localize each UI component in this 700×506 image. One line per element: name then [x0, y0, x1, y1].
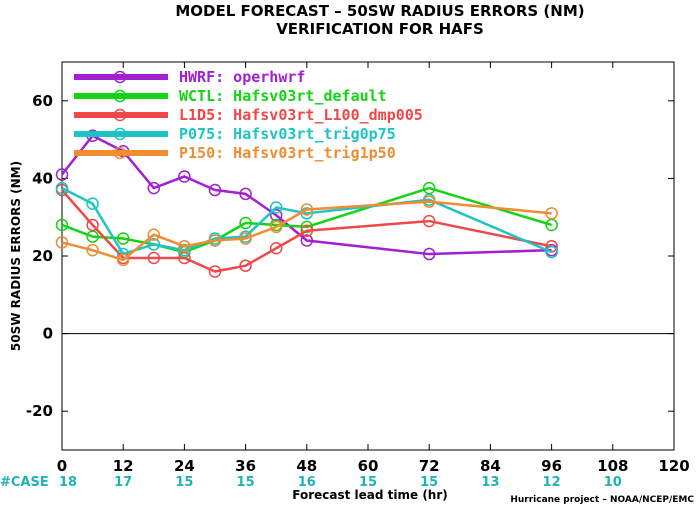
case-count: 15 [175, 475, 193, 490]
case-count: 15 [237, 475, 255, 490]
legend-entry: WCTL: Hafsv03rt_default [74, 87, 387, 105]
legend-entry: HWRF: operhwrf [74, 68, 305, 86]
legend-label: HWRF: operhwrf [179, 68, 305, 86]
legend-entry: P075: Hafsv03rt_trig0p75 [74, 125, 396, 143]
series-point [178, 240, 191, 253]
series-point [55, 168, 69, 181]
series-point [239, 216, 252, 230]
case-row-label: #CASE [0, 475, 49, 490]
legend-entry: P150: Hafsv03rt_trig1p50 [74, 144, 396, 162]
x-tick-label: 36 [235, 457, 256, 475]
series-line [61, 189, 552, 273]
series-point [116, 232, 130, 245]
x-tick-label: 48 [296, 457, 317, 475]
legend-swatch-marker [113, 146, 127, 160]
series-point [208, 265, 222, 278]
x-tick-label: 72 [419, 457, 440, 475]
series-point [208, 234, 222, 247]
series-point [147, 228, 161, 241]
series-point [545, 245, 558, 259]
case-count: 12 [543, 475, 561, 490]
series-point [300, 224, 314, 238]
y-tick-label: 20 [32, 247, 53, 265]
x-tick-label: 12 [113, 457, 134, 475]
series-point [239, 187, 252, 201]
y-axis-label: 50SW RADIUS ERRORS (NM) [9, 161, 23, 351]
legend-label: L1D5: Hafsv03rt_L100_dmp005 [179, 106, 423, 124]
series-point [545, 207, 558, 220]
legend-label: P075: Hafsv03rt_trig0p75 [179, 125, 396, 143]
case-count: 15 [420, 475, 438, 490]
x-tick-label: 24 [174, 457, 195, 475]
series-point [300, 234, 314, 247]
series-point [269, 220, 283, 234]
chart-subtitle: VERIFICATION FOR HAFS [276, 20, 484, 38]
series-p075 [55, 181, 558, 261]
x-tick-label: 96 [541, 457, 562, 475]
series-point [422, 247, 436, 261]
series-layer [55, 129, 558, 278]
series-point [116, 253, 130, 267]
x-tick-label: 0 [57, 457, 67, 475]
legend-entry: L1D5: Hafsv03rt_L100_dmp005 [74, 106, 423, 124]
plot-frame [61, 61, 675, 451]
x-tick-label: 120 [658, 457, 689, 475]
credit-text: Hurricane project – NOAA/NCEP/EMC [510, 495, 694, 505]
legend-swatch-marker [113, 70, 127, 84]
series-point [86, 197, 99, 210]
x-tick-label: 60 [358, 457, 379, 475]
x-axis-label: Forecast lead time (hr) [292, 488, 448, 502]
series-point [269, 241, 283, 255]
series-point [55, 236, 69, 249]
x-tick-label: 84 [480, 457, 501, 475]
series-line [61, 200, 552, 262]
case-count: 13 [481, 475, 499, 490]
series-point [55, 218, 69, 232]
case-count: 15 [359, 475, 377, 490]
series-point [178, 243, 191, 257]
legend-label: WCTL: Hafsv03rt_default [179, 87, 387, 105]
series-point [269, 201, 283, 214]
x-tick-label: 108 [597, 457, 628, 475]
case-count: 17 [114, 475, 132, 490]
series-point [178, 170, 191, 183]
x-tick-group: 0 12 24 36 48 60 72 84 96 108 120 [57, 62, 690, 475]
series-l1d5 [55, 183, 558, 278]
legend-label: P150: Hafsv03rt_trig1p50 [179, 144, 396, 162]
chart-title: MODEL FORECAST – 50SW RADIUS ERRORS (NM) [175, 2, 584, 20]
series-point [147, 238, 161, 251]
case-count: 16 [298, 475, 316, 490]
case-count: 10 [604, 475, 622, 490]
series-point [86, 243, 99, 257]
legend-swatch-marker [113, 108, 127, 122]
series-point [422, 214, 436, 228]
series-point [208, 183, 222, 197]
series-point [86, 218, 99, 232]
y-tick-label: 60 [32, 92, 53, 110]
series-line [61, 134, 552, 256]
case-count-row: #CASE 18 17 15 15 16 15 15 13 12 10 [0, 475, 622, 490]
series-point [147, 251, 161, 265]
y-tick-label: -20 [26, 402, 53, 420]
series-point [422, 195, 436, 208]
series-p150 [55, 195, 558, 267]
series-point [239, 232, 252, 245]
series-point [239, 259, 252, 272]
y-tick-label: 40 [32, 169, 53, 187]
y-tick-group: -20 0 20 40 60 [26, 92, 674, 420]
series-point [147, 181, 161, 195]
case-count: 18 [59, 475, 77, 490]
series-point [300, 220, 314, 234]
series-point [300, 203, 314, 216]
series-point [55, 181, 69, 195]
y-tick-label: 0 [43, 325, 53, 343]
legend-swatch-marker [113, 89, 127, 103]
legend-swatch-marker [113, 127, 127, 141]
series-line [61, 186, 553, 256]
